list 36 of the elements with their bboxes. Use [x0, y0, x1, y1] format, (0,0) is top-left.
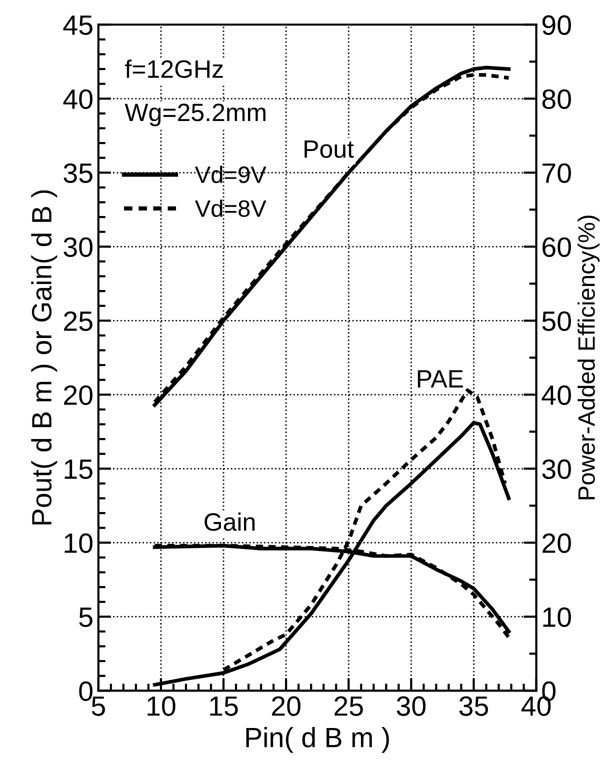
y-tick-label: 0 — [79, 681, 92, 702]
annotation: f=12GHz — [125, 60, 223, 78]
y2-tick-label: 40 — [542, 385, 571, 406]
y2-tick-label: 30 — [542, 459, 571, 480]
y-tick-label: 10 — [64, 533, 92, 554]
y2-tick-label: 60 — [542, 237, 571, 257]
x-tick-label: 35 — [459, 696, 488, 716]
y2-axis-title: Power-Added Efficiency(%) — [578, 216, 600, 500]
annotation: Pout — [304, 140, 354, 158]
y-tick-label: 5 — [79, 608, 92, 628]
x-tick-label: 30 — [396, 696, 426, 716]
y-tick-label: 45 — [63, 16, 92, 35]
y-axis-title: Pout( d B m ) or Gain( d B ) — [31, 190, 58, 524]
x-tick-label: 25 — [334, 696, 363, 716]
y-tick-label: 20 — [64, 385, 92, 406]
legend-label: Vd=9V — [194, 166, 266, 184]
y-tick-label: 25 — [64, 311, 92, 331]
x-tick-label: 5 — [92, 696, 105, 716]
x-tick-label: 15 — [210, 696, 238, 716]
y-tick-label: 40 — [63, 89, 92, 109]
y2-tick-label: 10 — [543, 607, 571, 628]
legend-label: Vd=8V — [194, 200, 266, 217]
y2-tick-label: 90 — [542, 15, 571, 35]
x-axis-title: Pin( d B m ) — [246, 727, 389, 753]
y2-tick-label: 50 — [542, 311, 571, 331]
annotation: PAE — [418, 370, 463, 388]
y2-tick-label: 70 — [542, 163, 571, 183]
y-tick-label: 15 — [64, 460, 92, 480]
annotation: Gain — [204, 512, 255, 531]
x-tick-label: 10 — [148, 696, 176, 716]
y2-tick-label: 80 — [542, 89, 571, 109]
y-tick-label: 30 — [64, 237, 92, 257]
y-tick-label: 35 — [64, 163, 92, 183]
x-tick-label: 20 — [272, 696, 300, 716]
annotation: Wg=25.2mm — [124, 104, 266, 126]
y2-tick-label: 20 — [542, 533, 571, 554]
